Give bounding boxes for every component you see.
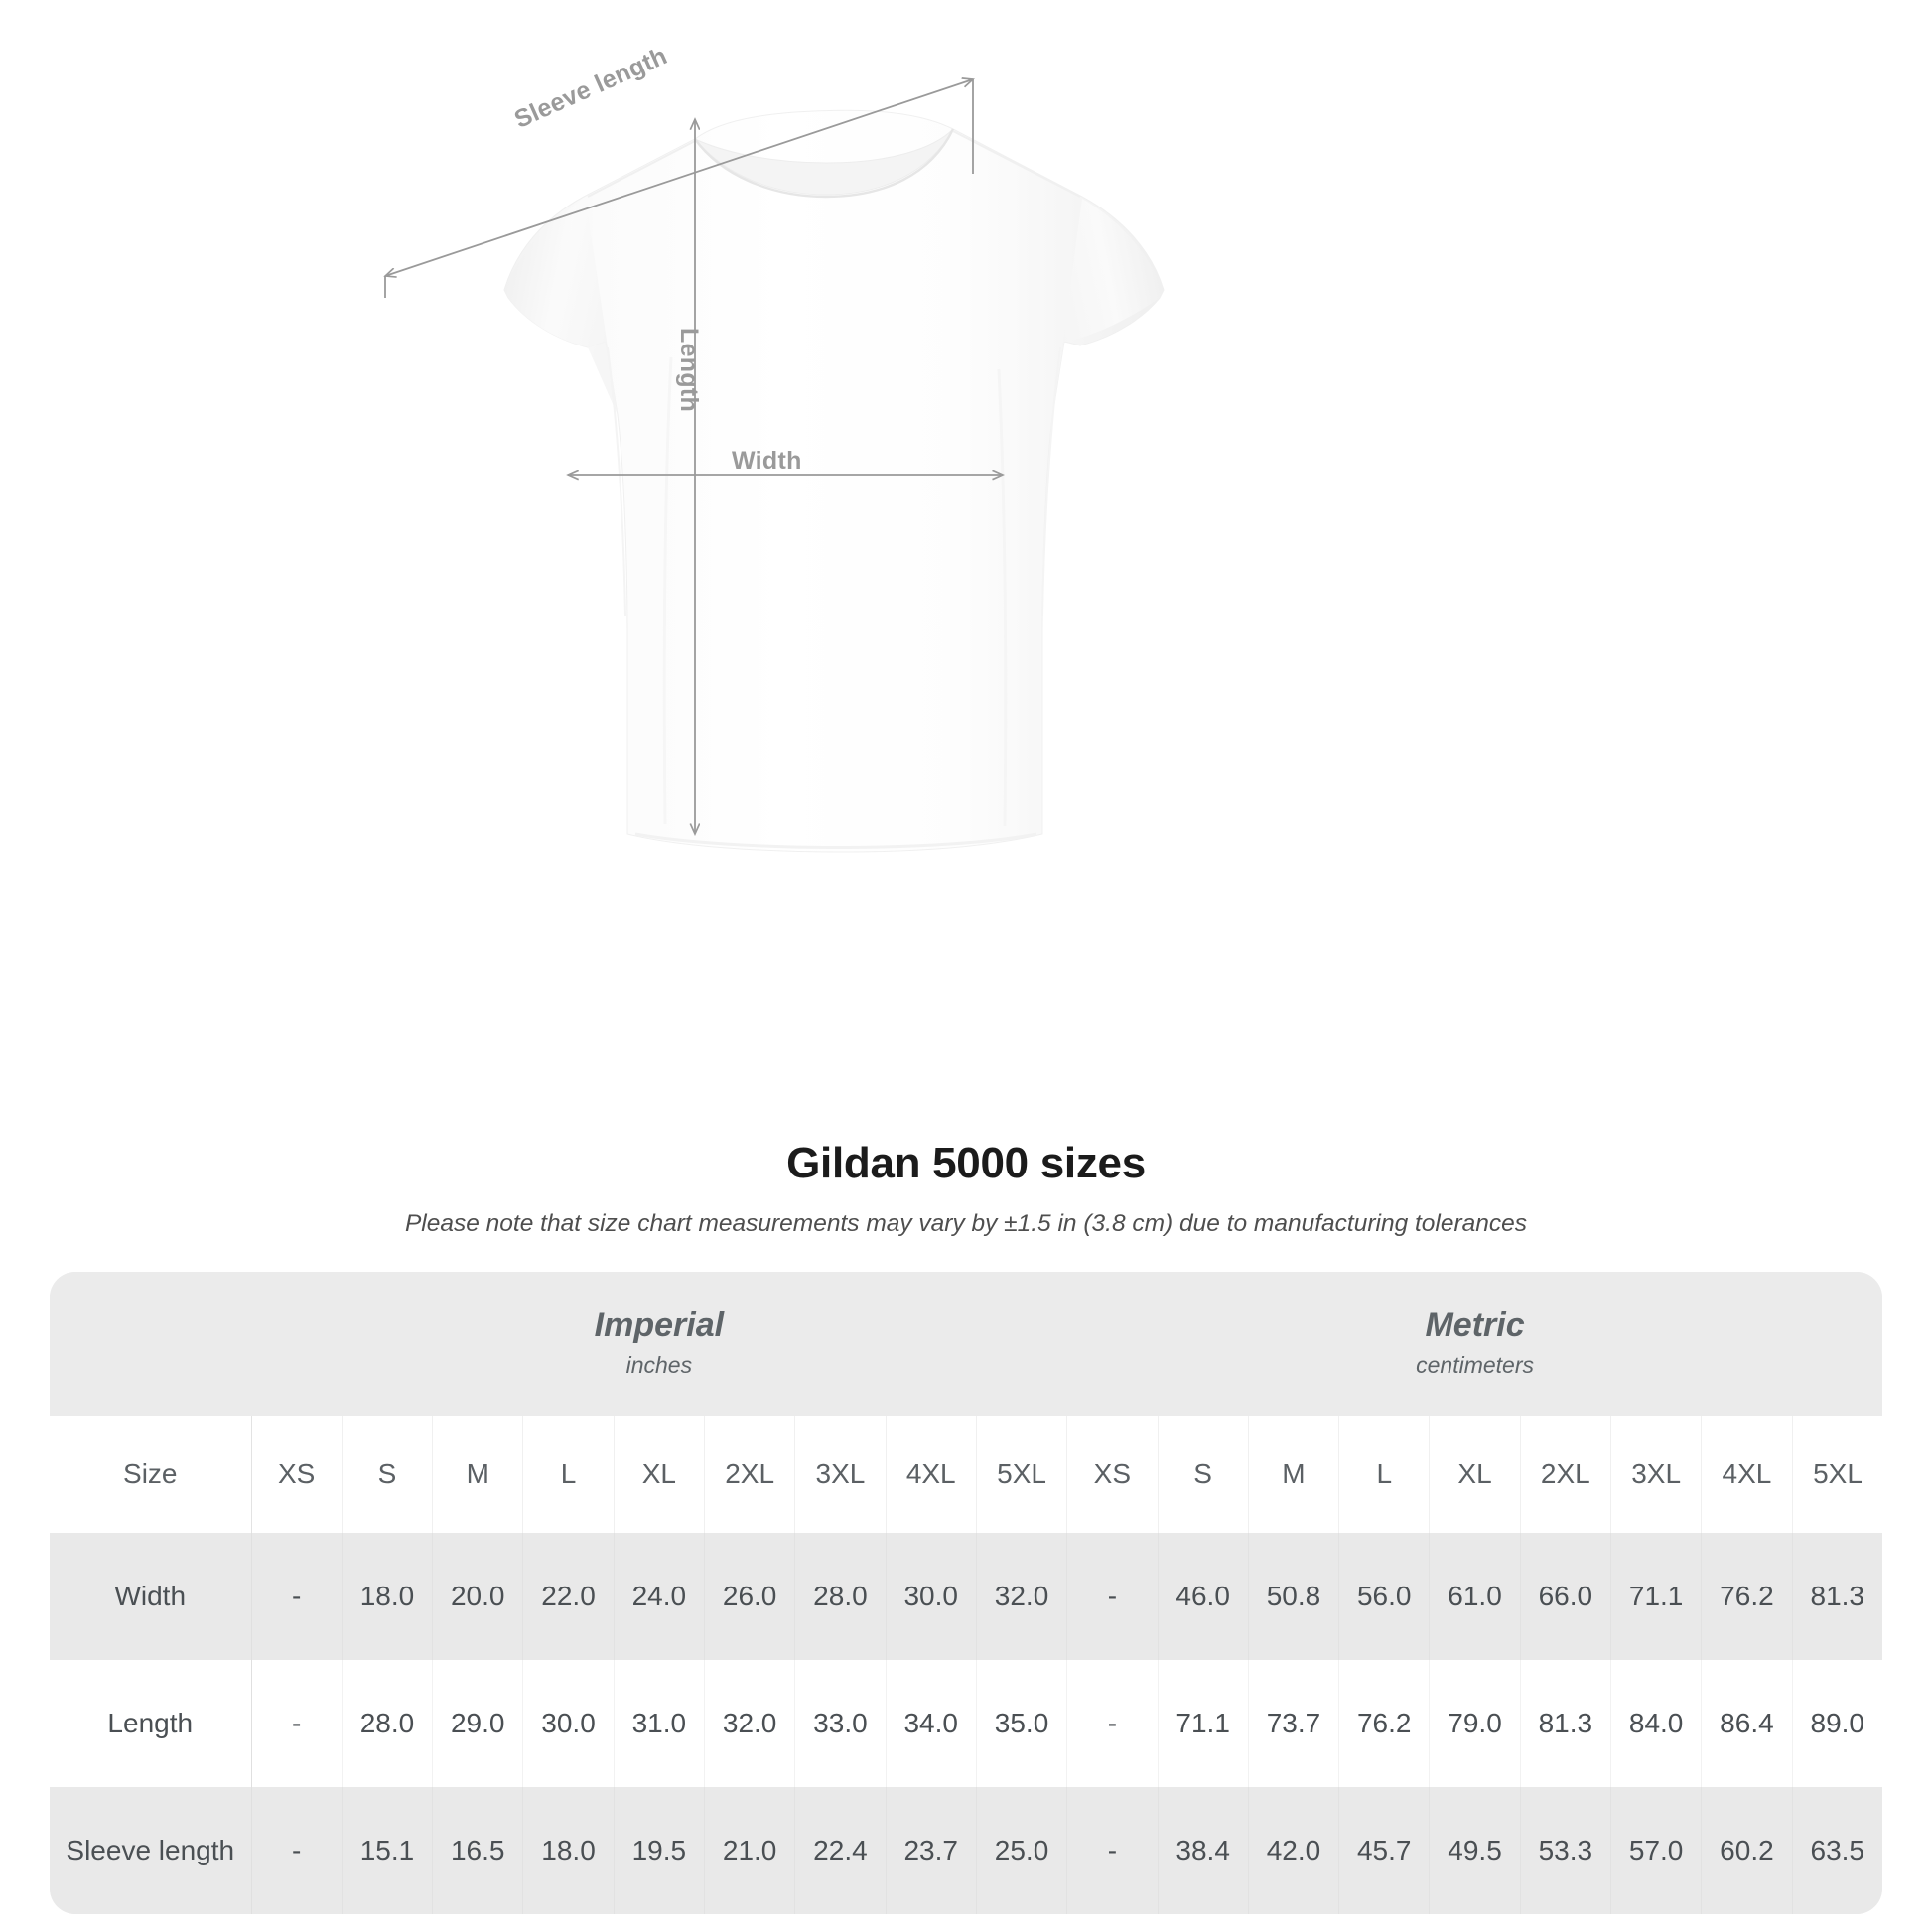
size-header-imperial-3xl: 3XL [794,1416,887,1533]
cell-width-imperial-2xl: 26.0 [704,1533,796,1660]
cell-sleeve-imperial-l: 18.0 [522,1787,615,1914]
tolerance-note: Please note that size chart measurements… [404,1210,1528,1238]
width-dimension-label: Width [732,447,802,475]
cell-sleeve-imperial-xs: - [250,1787,343,1914]
cell-width-metric-3xl: 71.1 [1610,1533,1703,1660]
cell-length-metric-3xl: 84.0 [1610,1660,1703,1787]
chart-heading-block: Gildan 5000 sizes Please note that size … [0,1139,1932,1239]
cell-length-metric-2xl: 81.3 [1520,1660,1611,1787]
size-header-metric-m: M [1248,1416,1340,1533]
cell-sleeve-imperial-xl: 19.5 [614,1787,705,1914]
cell-sleeve-metric-l: 45.7 [1338,1787,1431,1914]
size-header-imperial-m: M [432,1416,524,1533]
cell-width-imperial-l: 22.0 [522,1533,615,1660]
cell-width-metric-m: 50.8 [1248,1533,1340,1660]
size-header-metric-xl: XL [1429,1416,1521,1533]
cell-length-imperial-xs: - [250,1660,343,1787]
unit-banner-row: Imperial inches Metric centimeters [50,1272,1882,1416]
size-header-metric-s: S [1158,1416,1249,1533]
size-header-metric-3xl: 3XL [1610,1416,1703,1533]
unit-group-metric: Metric centimeters [1066,1272,1882,1416]
cell-length-imperial-s: 28.0 [342,1660,434,1787]
size-header-imperial-xs: XS [250,1416,343,1533]
cell-length-metric-xl: 79.0 [1429,1660,1521,1787]
cell-sleeve-metric-xs: - [1066,1787,1159,1914]
cell-width-imperial-m: 20.0 [432,1533,524,1660]
unit-group-imperial: Imperial inches [251,1272,1067,1416]
unit-group-metric-sub: centimeters [1416,1351,1534,1378]
cell-sleeve-imperial-4xl: 23.7 [886,1787,977,1914]
cell-width-metric-2xl: 66.0 [1520,1533,1611,1660]
cell-length-metric-s: 71.1 [1158,1660,1249,1787]
unit-group-metric-name: Metric [1425,1307,1525,1345]
cell-sleeve-imperial-m: 16.5 [432,1787,524,1914]
cell-length-metric-5xl: 89.0 [1792,1660,1882,1787]
unit-banner-spacer [50,1272,251,1416]
cell-width-imperial-3xl: 28.0 [794,1533,887,1660]
row-label-length: Length [50,1660,252,1787]
table-row: Width - 18.0 20.0 22.0 24.0 26.0 28.0 30… [50,1533,1882,1660]
size-header-metric-xs: XS [1066,1416,1159,1533]
cell-length-imperial-m: 29.0 [432,1660,524,1787]
cell-width-imperial-xs: - [250,1533,343,1660]
shirt-body-shape [503,109,1165,853]
cell-width-metric-xs: - [1066,1533,1159,1660]
cell-sleeve-metric-s: 38.4 [1158,1787,1249,1914]
size-chart-table: Imperial inches Metric centimeters Size … [50,1272,1882,1914]
cell-width-metric-xl: 61.0 [1429,1533,1521,1660]
cell-sleeve-metric-m: 42.0 [1248,1787,1340,1914]
cell-sleeve-imperial-s: 15.1 [342,1787,434,1914]
cell-length-metric-xs: - [1066,1660,1159,1787]
size-header-row: Size XS S M L XL 2XL 3XL 4XL 5XL XS S M … [50,1416,1882,1533]
cell-sleeve-imperial-5xl: 25.0 [976,1787,1068,1914]
cell-length-imperial-5xl: 35.0 [976,1660,1068,1787]
cell-width-metric-l: 56.0 [1338,1533,1431,1660]
cell-length-imperial-xl: 31.0 [614,1660,705,1787]
cell-width-metric-4xl: 76.2 [1701,1533,1793,1660]
measurement-arrows [385,79,1003,834]
cell-sleeve-metric-5xl: 63.5 [1792,1787,1882,1914]
tshirt-measurement-diagram: Sleeve length Length Width [0,0,1165,853]
cell-length-metric-l: 76.2 [1338,1660,1431,1787]
cell-length-imperial-2xl: 32.0 [704,1660,796,1787]
table-row: Length - 28.0 29.0 30.0 31.0 32.0 33.0 3… [50,1660,1882,1787]
cell-width-imperial-4xl: 30.0 [886,1533,977,1660]
length-dimension-label: Length [675,328,703,413]
size-chart-container: Imperial inches Metric centimeters Size … [50,1272,1882,1914]
row-label-sleeve-length: Sleeve length [50,1787,252,1914]
size-header-metric-2xl: 2XL [1520,1416,1611,1533]
tshirt-illustration [0,0,1165,853]
cell-length-metric-m: 73.7 [1248,1660,1340,1787]
cell-sleeve-imperial-2xl: 21.0 [704,1787,796,1914]
cell-width-metric-s: 46.0 [1158,1533,1249,1660]
size-header-imperial-2xl: 2XL [704,1416,796,1533]
cell-width-imperial-5xl: 32.0 [976,1533,1068,1660]
table-row: Sleeve length - 15.1 16.5 18.0 19.5 21.0… [50,1787,1882,1914]
size-header-metric-l: L [1338,1416,1431,1533]
cell-sleeve-metric-2xl: 53.3 [1520,1787,1611,1914]
cell-sleeve-metric-xl: 49.5 [1429,1787,1521,1914]
unit-group-imperial-sub: inches [625,1351,693,1378]
cell-length-imperial-3xl: 33.0 [794,1660,887,1787]
cell-sleeve-metric-4xl: 60.2 [1701,1787,1793,1914]
cell-sleeve-imperial-3xl: 22.4 [794,1787,887,1914]
size-header-imperial-5xl: 5XL [976,1416,1068,1533]
cell-length-metric-4xl: 86.4 [1701,1660,1793,1787]
size-header-metric-4xl: 4XL [1701,1416,1793,1533]
row-label-header: Size [50,1416,252,1533]
cell-width-imperial-s: 18.0 [342,1533,434,1660]
cell-length-imperial-4xl: 34.0 [886,1660,977,1787]
size-header-imperial-4xl: 4XL [886,1416,977,1533]
cell-sleeve-metric-3xl: 57.0 [1610,1787,1703,1914]
size-header-metric-5xl: 5XL [1792,1416,1882,1533]
cell-width-metric-5xl: 81.3 [1792,1533,1882,1660]
cell-length-imperial-l: 30.0 [522,1660,615,1787]
cell-width-imperial-xl: 24.0 [614,1533,705,1660]
size-header-imperial-l: L [522,1416,615,1533]
size-header-imperial-xl: XL [614,1416,705,1533]
row-label-width: Width [50,1533,252,1660]
page-title: Gildan 5000 sizes [786,1139,1146,1187]
unit-group-imperial-name: Imperial [594,1307,725,1345]
size-header-imperial-s: S [342,1416,434,1533]
